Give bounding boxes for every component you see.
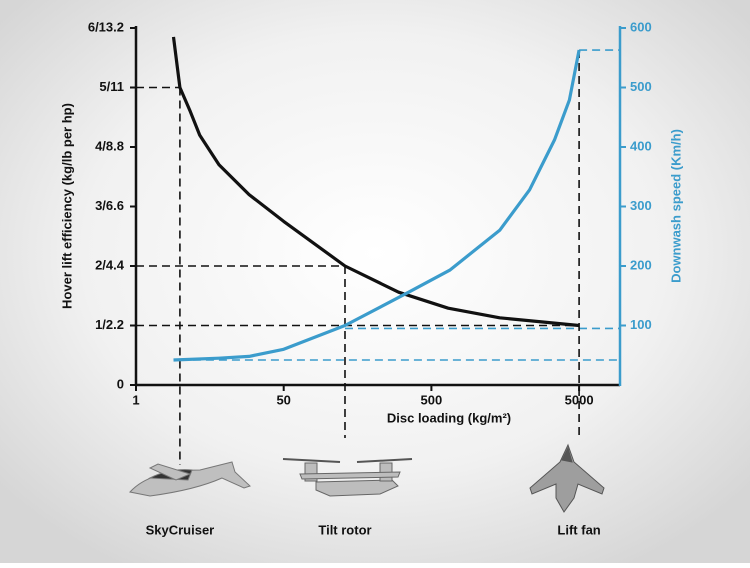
aircraft-label: Tilt rotor: [318, 522, 371, 537]
x-tick-label: 50: [276, 392, 290, 407]
y2-tick-label: 400: [630, 138, 652, 153]
x-tick-label: 1: [132, 392, 139, 407]
plot: 0 1/2.2 2/4.4 3/6.6 4/8.8 5/11 6/13.2 100 200 300…: [59, 19, 683, 537]
series-line: [173, 49, 581, 362]
y-tick-label: 3/6.6: [95, 198, 124, 213]
y2-tick-label: 500: [630, 79, 652, 94]
y-axis-title: Hover lift efficiency (kg/lb per hp): [59, 103, 74, 309]
y-tick-label: 1/2.2: [95, 317, 124, 332]
y-tick-label: 5/11: [99, 79, 124, 94]
x-tick-label: 500: [421, 392, 443, 407]
tilt-rotor-icon: [282, 458, 413, 497]
x-tick-label: 5000: [565, 392, 594, 407]
aircraft-label: SkyCruiser: [146, 522, 215, 537]
y-tick-label: 4/8.8: [95, 138, 124, 153]
aircraft-label: Lift fan: [557, 522, 600, 537]
y2-tick-label: 200: [630, 257, 652, 272]
lift-fan-icon: [529, 443, 605, 513]
y2-tick-label: 300: [630, 198, 652, 213]
y-tick-label: 0: [117, 376, 124, 391]
y2-tick-label: 100: [630, 317, 652, 332]
x-axis-title: Disc loading (kg/m²): [387, 410, 511, 425]
y-tick-label: 2/4.4: [95, 257, 125, 272]
series-line: [171, 36, 580, 328]
y2-axis-title: Downwash speed (Km/h): [668, 129, 683, 283]
y2-tick-label: 600: [630, 19, 652, 34]
y-tick-label: 6/13.2: [88, 19, 124, 34]
skycruiser-icon: [129, 461, 251, 497]
